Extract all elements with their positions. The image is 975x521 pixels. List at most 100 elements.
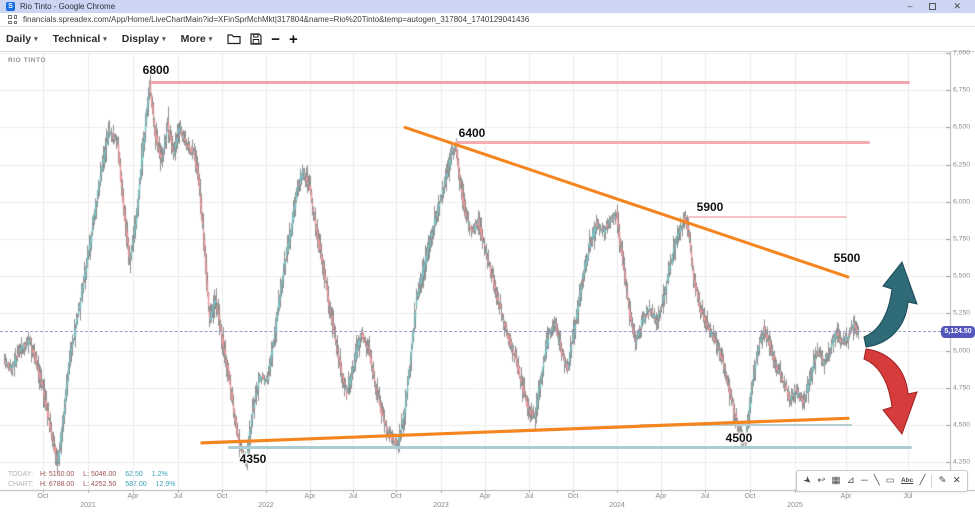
y-axis-label: 6,000	[953, 198, 971, 206]
price-annotation-label-4500: 4500	[725, 431, 753, 445]
horizontal-line-tool-icon[interactable]: ─	[860, 475, 868, 486]
today-change-pct: 1.2%	[151, 471, 168, 478]
save-chart-button[interactable]	[250, 33, 262, 45]
window-titlebar: S Rio Tinto - Google Chrome – ✕	[0, 0, 975, 13]
price-annotation-label-5900: 5900	[696, 200, 724, 214]
descending-trendline[interactable]	[403, 125, 850, 279]
menu-display[interactable]: Display ▾	[122, 33, 166, 45]
menu-technical-label: Technical	[52, 33, 101, 45]
bearish-curved-arrow-icon[interactable]	[863, 348, 918, 436]
y-axis-label: 5,750	[953, 235, 971, 243]
y-axis-label: 5,000	[953, 347, 971, 355]
menu-more[interactable]: More ▾	[181, 33, 213, 45]
axes-tool-icon[interactable]: ⊿	[846, 475, 855, 486]
plus-icon: +	[289, 30, 298, 48]
today-low: 5046.00	[90, 471, 117, 478]
ascending-trendline[interactable]	[200, 416, 850, 445]
x-axis-label-year: 2022	[258, 502, 274, 509]
x-axis-label-month: Apr	[479, 493, 491, 500]
today-stats-row: TODAY: H: 5160.00 L: 5046.00 62.50 1.2%	[8, 471, 168, 478]
x-axis-label-month: Oct	[567, 493, 579, 500]
x-axis-label-month: Oct	[390, 493, 402, 500]
x-axis-label-month: Apr	[127, 493, 139, 500]
x-axis-label-year: 2024	[609, 502, 625, 509]
price-annotation-label-6400: 6400	[458, 126, 486, 140]
today-high: 5160.00	[48, 471, 75, 478]
x-axis-label-month: Oct	[37, 493, 49, 500]
zoom-out-button[interactable]: −	[271, 32, 280, 47]
open-chart-button[interactable]	[227, 33, 241, 45]
y-axis-label: 5,500	[953, 272, 971, 280]
chart-change: 587.00	[125, 481, 147, 488]
trendlines-overlay	[200, 125, 850, 445]
chevron-down-icon: ▾	[34, 36, 38, 43]
rectangle-tool-icon[interactable]: ▭	[885, 475, 895, 486]
page-url[interactable]: financials.spreadex.com/App/Home/LiveCha…	[23, 15, 530, 24]
price-chart-canvas[interactable]	[0, 52, 975, 512]
chart-stats-row: CHART: H: 6788.00 L: 4252.50 587.00 12.9…	[8, 481, 176, 488]
save-icon	[250, 33, 262, 45]
trend-line-tool-icon[interactable]: ╲	[873, 475, 880, 486]
curved-arrow-tool-icon[interactable]: ↩	[817, 475, 826, 486]
menu-display-label: Display	[121, 33, 160, 45]
x-axis-label-month: Jul	[903, 493, 913, 500]
chevron-down-icon: ▾	[103, 36, 107, 43]
minimize-button[interactable]: –	[907, 1, 913, 11]
chart-high: 6788.00	[48, 481, 75, 488]
chart-label: CHART:	[8, 481, 34, 488]
x-axis-label-month: Jul	[348, 493, 358, 500]
bullish-curved-arrow-icon[interactable]	[863, 260, 918, 348]
grid-tool-icon[interactable]: ▦	[831, 475, 841, 486]
maximize-button[interactable]	[929, 3, 937, 10]
pointer-tool-icon[interactable]: ➤	[800, 473, 815, 488]
menu-daily-label: Daily	[6, 33, 32, 45]
site-settings-icon[interactable]	[8, 15, 17, 24]
window-title: Rio Tinto - Google Chrome	[20, 2, 116, 11]
y-axis-label: 7,000	[953, 49, 971, 57]
minus-icon: −	[271, 30, 281, 48]
folder-open-icon	[227, 34, 241, 45]
x-axis-label-month: Apr	[655, 493, 667, 500]
resistance-line-6800[interactable]	[150, 81, 910, 85]
diagonal-line-tool-icon[interactable]: ╱	[919, 475, 926, 486]
today-change: 62.50	[125, 471, 143, 478]
chevron-down-icon: ▾	[208, 36, 213, 43]
zoom-in-button[interactable]: +	[289, 32, 298, 47]
x-axis-label-year: 2021	[80, 502, 96, 509]
y-axis-label: 6,500	[953, 123, 971, 131]
current-price-line	[0, 331, 941, 332]
y-axis-label: 6,750	[953, 86, 971, 94]
y-axis-label: 6,250	[953, 161, 971, 169]
instrument-label: RIO TINTO	[8, 57, 47, 64]
chart-low: 4252.50	[90, 481, 117, 488]
resistance-line-6400[interactable]	[455, 141, 870, 144]
pencil-tool-icon[interactable]: ✎	[938, 475, 947, 486]
y-axis-label: 4,750	[953, 384, 971, 392]
address-bar[interactable]: financials.spreadex.com/App/Home/LiveCha…	[0, 13, 975, 27]
price-annotation-label-5500: 5500	[833, 251, 861, 265]
resistance-line-5900[interactable]	[688, 215, 847, 218]
support-line-4350[interactable]	[228, 446, 912, 449]
price-annotation-label-6800: 6800	[142, 63, 170, 77]
menu-more-label: More	[180, 33, 206, 45]
menu-technical[interactable]: Technical ▾	[53, 33, 107, 45]
price-stats: TODAY: H: 5160.00 L: 5046.00 62.50 1.2% …	[8, 470, 182, 490]
x-axis-label-month: Apr	[840, 493, 852, 500]
close-toolbar-icon[interactable]: ✕	[952, 475, 961, 486]
text-tool-icon[interactable]: Abc	[900, 477, 914, 484]
x-axis-label-month: Jul	[524, 493, 534, 500]
support-line-4500[interactable]	[640, 424, 852, 426]
chevron-down-icon: ▾	[162, 36, 166, 43]
x-axis-label-month: Jul	[173, 493, 183, 500]
y-axis-label: 5,250	[953, 309, 971, 317]
x-axis-label-month: Oct	[216, 493, 228, 500]
close-button[interactable]: ✕	[953, 1, 961, 11]
current-price-tag: 5,124.50	[940, 326, 975, 338]
chart-toolbar: Daily ▾ Technical ▾ Display ▾ More ▾	[0, 27, 975, 52]
menu-daily[interactable]: Daily ▾	[6, 33, 38, 45]
x-axis-label-year: 2025	[787, 502, 803, 509]
x-axis-label-year: 2023	[433, 502, 449, 509]
direction-arrows	[863, 260, 918, 436]
y-axis-label: 4,500	[953, 421, 971, 429]
